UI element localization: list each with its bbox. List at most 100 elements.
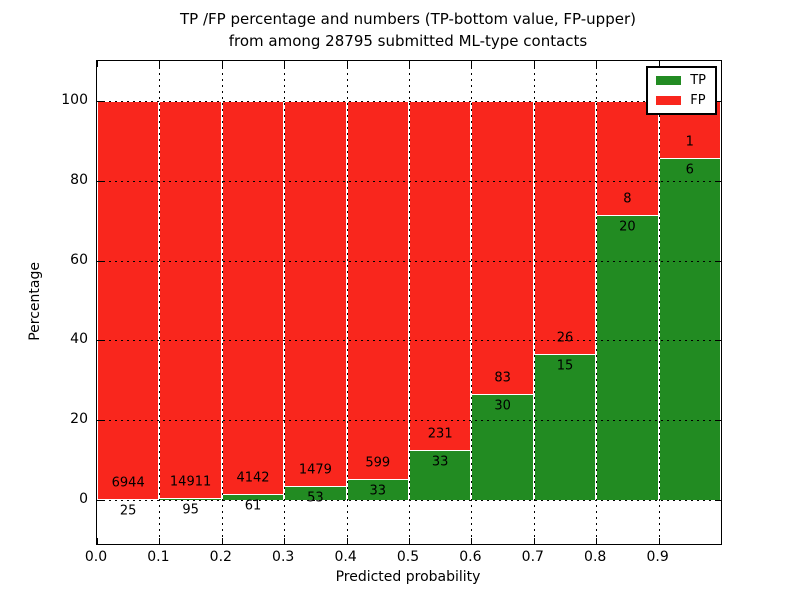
fp-count-label: 83	[494, 370, 511, 386]
bar-column	[97, 61, 160, 544]
y-tick-label: 60	[70, 251, 88, 268]
y-axis-label: Percentage	[27, 262, 43, 341]
y-tick-mark	[97, 420, 103, 422]
tp-count-label: 20	[619, 219, 636, 235]
x-tick-label: 0.5	[396, 549, 420, 565]
y-tick-mark-right	[715, 340, 721, 342]
bar-column	[284, 61, 347, 544]
y-tick-mark-right	[715, 420, 721, 422]
x-tick-mark	[346, 538, 348, 544]
tick-layer	[97, 61, 721, 544]
tp-count-label: 61	[244, 498, 262, 514]
y-axis-label-wrap: Percentage	[26, 60, 44, 543]
tp-segment	[533, 354, 597, 501]
x-tick-mark	[533, 538, 535, 544]
chart-title-line2: from among 28795 submitted ML-type conta…	[228, 32, 588, 50]
legend-item-tp: TP	[656, 74, 706, 87]
fp-count-label: 6944	[111, 475, 145, 491]
legend-item-fp: FP	[656, 94, 706, 107]
gridline-vertical	[471, 61, 473, 544]
y-tick-mark	[97, 180, 103, 182]
x-tick-label: 0.6	[459, 549, 482, 565]
gridline-vertical	[284, 61, 286, 544]
legend-swatch-tp-icon	[656, 76, 682, 85]
x-tick-mark	[159, 538, 161, 544]
y-tick-label: 100	[61, 91, 88, 108]
fp-count-label: 26	[556, 330, 574, 346]
x-tick-mark-top	[346, 61, 348, 67]
gridline-vertical	[596, 61, 598, 544]
grid-layer	[97, 61, 721, 544]
y-tick-label: 80	[70, 171, 88, 188]
tp-segment	[409, 450, 472, 501]
x-tick-mark-top	[97, 61, 98, 67]
x-tick-label: 0.8	[584, 549, 607, 565]
tp-segment	[658, 157, 721, 501]
x-tick-label: 0.4	[334, 549, 357, 565]
x-tick-mark	[471, 538, 473, 544]
gridline-vertical	[221, 61, 223, 544]
y-tick-label: 20	[70, 411, 88, 428]
chart-title: TP /FP percentage and numbers (TP-bottom…	[96, 8, 720, 52]
y-tick-mark-right	[715, 180, 721, 182]
bar-label-layer: 6944 25 14911 95 4142 61 1479 53 599 33 231 33 83 30 2…	[97, 61, 721, 544]
fp-segment	[533, 100, 597, 355]
tp-count-label: 33	[369, 483, 387, 499]
x-tick-label: 0.3	[272, 549, 295, 565]
fp-segment	[346, 100, 409, 480]
tp-segment	[471, 394, 534, 501]
tp-segment	[596, 214, 659, 501]
bar-column	[221, 61, 285, 544]
y-tick-mark-right	[715, 100, 721, 102]
x-tick-mark-top	[596, 61, 598, 67]
y-axis-tick-labels: 0 20 40 60 80 100	[0, 60, 90, 543]
bars-layer	[97, 61, 721, 544]
fp-count-label: 1	[685, 134, 694, 150]
x-tick-mark-top	[159, 61, 161, 67]
fp-count-label: 14911	[169, 474, 212, 490]
fp-count-label: 599	[365, 455, 391, 471]
fp-segment	[97, 100, 160, 499]
y-tick-mark	[97, 260, 103, 262]
gridline-vertical	[533, 61, 535, 544]
x-tick-mark-top	[658, 61, 660, 67]
bar-column	[346, 61, 409, 544]
fp-segment	[159, 100, 222, 498]
x-tick-mark-top	[409, 61, 410, 67]
x-tick-label: 0.0	[84, 549, 108, 565]
bar-column	[596, 61, 659, 544]
y-tick-mark-right	[715, 500, 721, 502]
x-tick-mark	[596, 538, 598, 544]
gridline-vertical	[346, 61, 348, 544]
tp-count-label: 95	[182, 502, 199, 518]
tp-count-label: 30	[494, 398, 511, 414]
bar-column	[409, 61, 472, 544]
plot-area: 6944 25 14911 95 4142 61 1479 53 599 33 231 33 83 30 2…	[96, 60, 722, 545]
x-tick-mark	[658, 538, 660, 544]
bar-column	[533, 61, 597, 544]
gridline-vertical	[159, 61, 161, 544]
y-tick-label: 40	[70, 331, 88, 348]
y-tick-mark	[97, 340, 103, 342]
gridline-vertical	[658, 61, 660, 544]
tp-count-label: 25	[119, 503, 137, 519]
legend-label-fp: FP	[690, 93, 706, 108]
x-tick-label: 0.9	[646, 549, 669, 565]
x-tick-label: 0.1	[147, 549, 170, 565]
legend-swatch-fp-icon	[656, 96, 682, 105]
legend: TP FP	[646, 66, 717, 115]
fp-count-label: 8	[623, 191, 632, 207]
x-axis-label: Predicted probability	[335, 569, 481, 585]
y-tick-mark-right	[715, 260, 721, 262]
x-tick-mark	[409, 538, 410, 544]
fp-count-label: 1479	[298, 462, 332, 478]
tp-count-label: 53	[307, 490, 324, 506]
chart-title-line1: TP /FP percentage and numbers (TP-bottom…	[180, 10, 636, 28]
legend-label-tp: TP	[690, 73, 706, 88]
bar-column	[471, 61, 534, 544]
x-tick-mark	[221, 538, 223, 544]
tp-count-label: 6	[685, 162, 694, 178]
x-tick-mark	[284, 538, 286, 544]
x-tick-label: 0.7	[521, 549, 544, 565]
